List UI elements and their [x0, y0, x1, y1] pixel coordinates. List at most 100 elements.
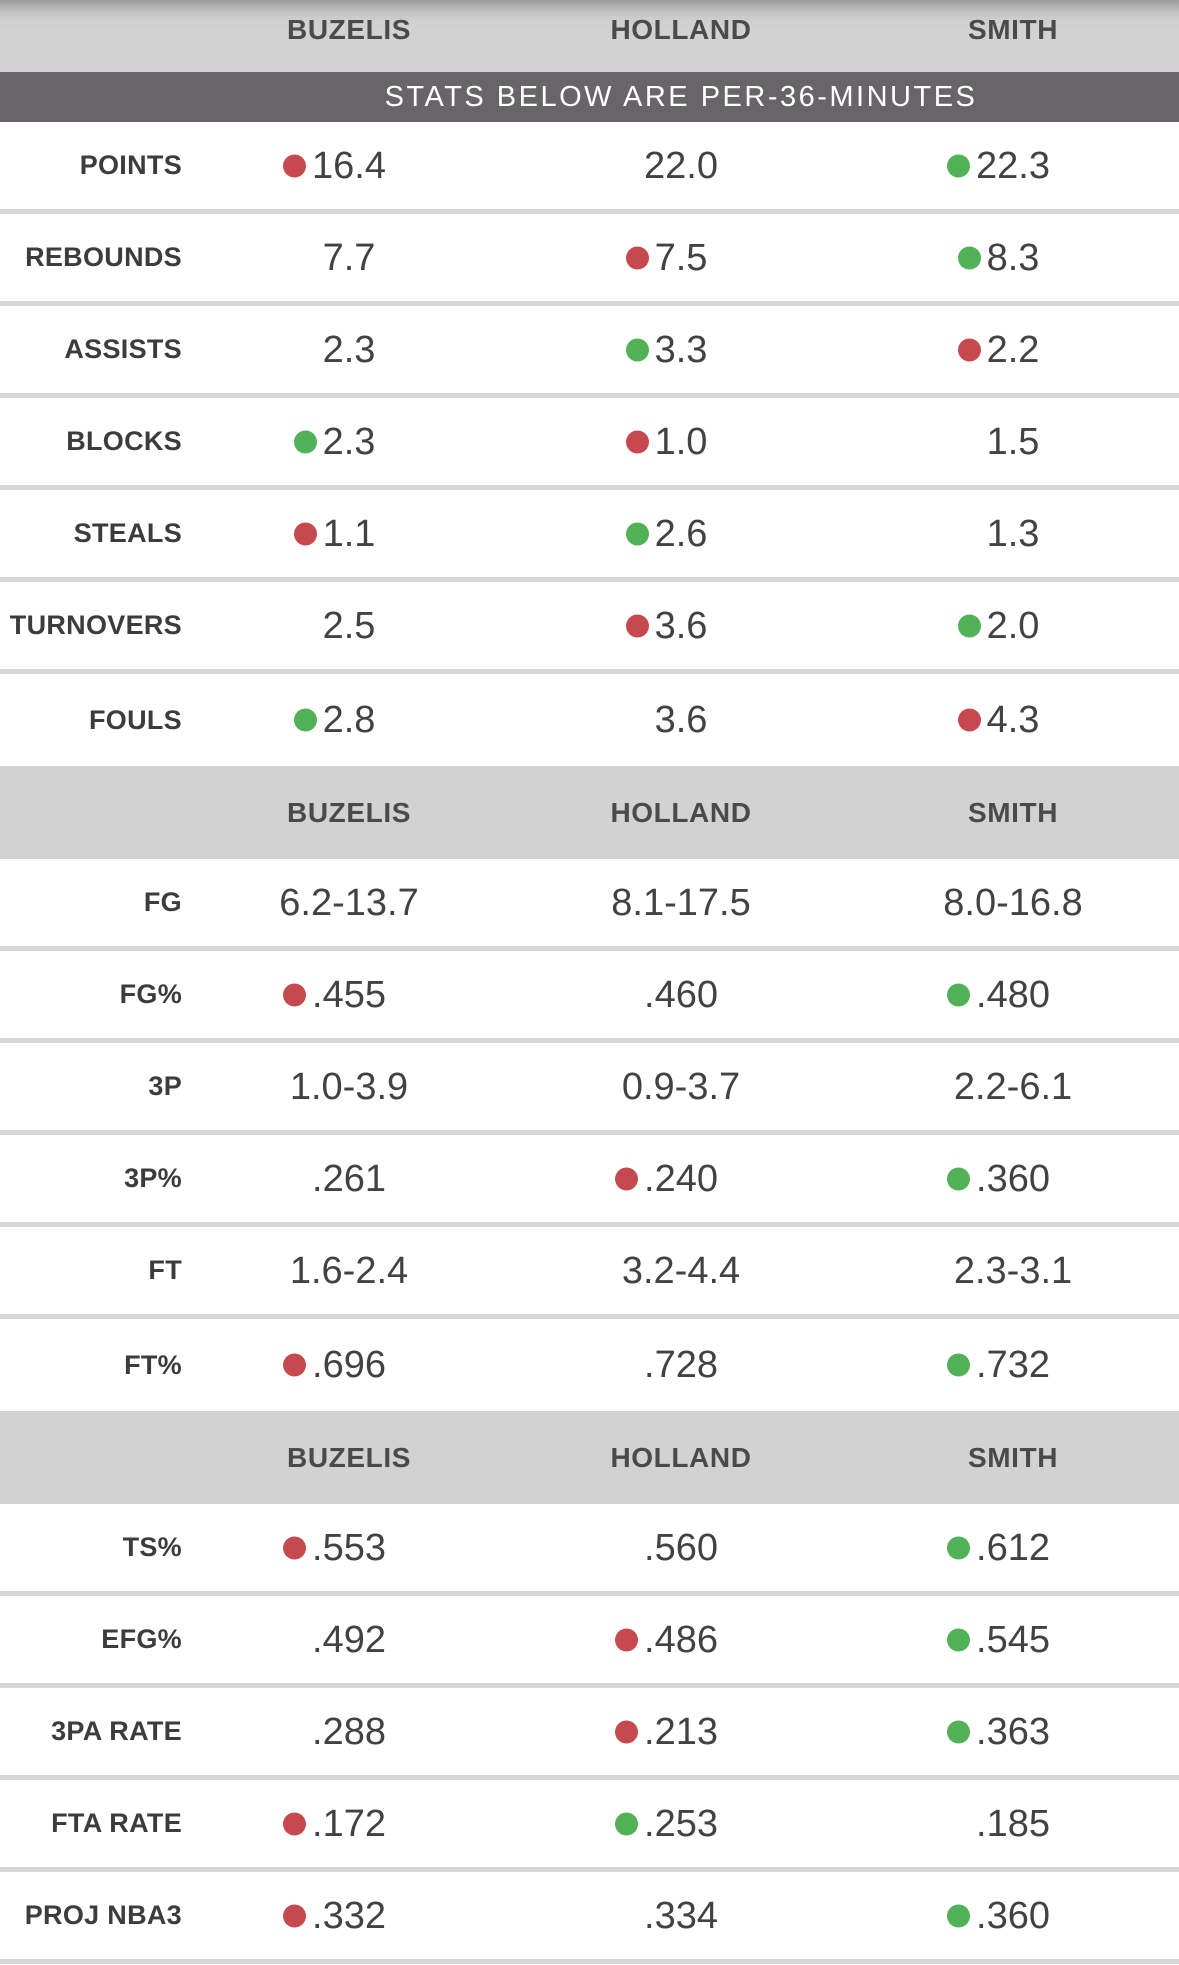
stat-value-cell: .253: [515, 1805, 847, 1843]
stat-label: FG: [143, 887, 182, 917]
player-column-header: SMITH: [967, 796, 1059, 828]
stat-value-text: .363: [976, 1710, 1050, 1753]
stat-value-text: 0.9-3.7: [621, 1065, 741, 1108]
stat-value: 1.1: [293, 515, 375, 553]
stat-value: .545: [947, 1618, 1050, 1661]
stat-value-text: .545: [976, 1618, 1050, 1661]
stat-value-cell: 3.3: [515, 331, 847, 369]
stat-value-cell: 1.3: [847, 515, 1179, 553]
stat-value: .332: [283, 1894, 386, 1937]
stat-value-text: .240: [644, 1157, 718, 1200]
stat-value-cell: .213: [515, 1713, 847, 1751]
section-advanced-stats: TS% .553 .560 .612 EFG% .492 .486 .545 3PA RATE.…: [0, 1504, 1179, 1964]
stat-value: 22.0: [644, 147, 718, 185]
stat-value: .486: [615, 1621, 718, 1659]
stat-value-cell: 0.9-3.7: [515, 1068, 847, 1106]
stat-value-text: 3.6: [654, 604, 708, 647]
worst-indicator-dot: [283, 1536, 307, 1559]
stat-row: FG% .455 .460 .480: [0, 951, 1179, 1043]
stat-label: TS%: [122, 1532, 182, 1562]
player-column-header: BUZELIS: [287, 1441, 411, 1473]
stat-value-cell: 2.3: [183, 331, 515, 369]
worst-indicator-dot: [625, 246, 649, 269]
best-indicator-dot: [293, 708, 317, 732]
stat-value: 1.6-2.4: [290, 1252, 408, 1290]
stat-value-text: 2.0: [986, 604, 1040, 647]
stat-label: ASSISTS: [64, 334, 182, 364]
stat-value-cell: .455: [183, 976, 515, 1014]
stat-value-text: .728: [644, 1344, 718, 1386]
stat-value-text: 22.0: [644, 144, 718, 187]
stat-value: .728: [644, 1346, 718, 1384]
per36-banner-text: STATS BELOW ARE PER-36-MINUTES: [384, 80, 978, 113]
worst-indicator-dot: [957, 338, 981, 361]
stat-value-text: .732: [976, 1344, 1050, 1386]
stat-label: POINTS: [79, 150, 182, 180]
stat-value-cell: 2.5: [183, 607, 515, 645]
stat-value-cell: .553: [183, 1529, 515, 1567]
stat-value-text: .261: [312, 1157, 386, 1200]
stat-label: 3P: [148, 1071, 182, 1101]
player-column-header: HOLLAND: [610, 1441, 752, 1473]
stat-value: .360: [947, 1897, 1050, 1935]
stat-value-cell: 2.8: [183, 701, 515, 739]
stat-value-text: .460: [644, 973, 718, 1016]
stat-value-cell: 1.5: [847, 423, 1179, 461]
stat-value-cell: 2.6: [515, 515, 847, 553]
stat-value: 1.0: [625, 423, 707, 461]
stat-value-text: 2.2-6.1: [953, 1065, 1073, 1108]
stat-label: 3PA RATE: [51, 1716, 182, 1746]
stat-value: .560: [644, 1529, 718, 1567]
player-column-header: SMITH: [967, 14, 1059, 45]
stat-value-text: .455: [312, 973, 386, 1016]
stat-value-cell: .486: [515, 1621, 847, 1659]
stat-value-cell: 1.1: [183, 515, 515, 553]
stat-value: .334: [644, 1897, 718, 1935]
stat-value-cell: 3.2-4.4: [515, 1252, 847, 1290]
stat-value-text: .553: [312, 1526, 386, 1569]
stat-value: 2.3: [323, 331, 376, 369]
stat-value-cell: .360: [847, 1897, 1179, 1935]
best-indicator-dot: [625, 338, 649, 361]
worst-indicator-dot: [283, 983, 307, 1006]
stat-value-cell: 2.0: [847, 607, 1179, 645]
player-column-header: SMITH: [967, 1441, 1059, 1473]
worst-indicator-dot: [283, 1904, 307, 1927]
stat-value: 2.2: [957, 328, 1040, 371]
stat-value: .363: [947, 1710, 1050, 1753]
stat-value: .460: [644, 976, 718, 1014]
stat-value-cell: 22.3: [847, 147, 1179, 185]
stat-value-text: .332: [312, 1894, 386, 1937]
stat-value-cell: .612: [847, 1529, 1179, 1567]
stat-value-text: 3.2-4.4: [621, 1249, 741, 1292]
worst-indicator-dot: [283, 1353, 307, 1377]
stat-value-text: .185: [976, 1802, 1050, 1845]
best-indicator-dot: [947, 1628, 971, 1651]
stat-value: .612: [947, 1529, 1050, 1567]
stat-value-cell: .240: [515, 1160, 847, 1198]
stat-value-text: 2.6: [654, 512, 708, 555]
stat-value-cell: 7.5: [515, 239, 847, 277]
stat-value-cell: .363: [847, 1713, 1179, 1751]
stat-value-text: .360: [976, 1157, 1050, 1200]
stat-value-cell: 2.3: [183, 423, 515, 461]
stat-value-cell: .172: [183, 1805, 515, 1843]
stat-value-cell: .460: [515, 976, 847, 1014]
stat-value-cell: 8.3: [847, 239, 1179, 277]
stat-value-text: .696: [312, 1344, 386, 1386]
stat-value: .455: [283, 973, 386, 1016]
stat-value-cell: 2.3-3.1: [847, 1252, 1179, 1290]
stat-value: 2.3-3.1: [954, 1252, 1072, 1290]
stat-value: 7.7: [323, 239, 376, 277]
stat-value: 8.1-17.5: [611, 884, 750, 922]
stat-value-text: .253: [644, 1802, 718, 1845]
stat-value: 0.9-3.7: [622, 1068, 740, 1106]
stat-value-text: 2.2: [986, 328, 1040, 371]
stat-value: .732: [947, 1344, 1050, 1386]
stat-value: 2.8: [293, 701, 375, 739]
stat-label: TURNOVERS: [9, 610, 182, 640]
stat-value-cell: .732: [847, 1346, 1179, 1384]
best-indicator-dot: [293, 430, 317, 453]
stat-value: 2.5: [323, 607, 376, 645]
stat-value: 3.6: [655, 701, 708, 739]
